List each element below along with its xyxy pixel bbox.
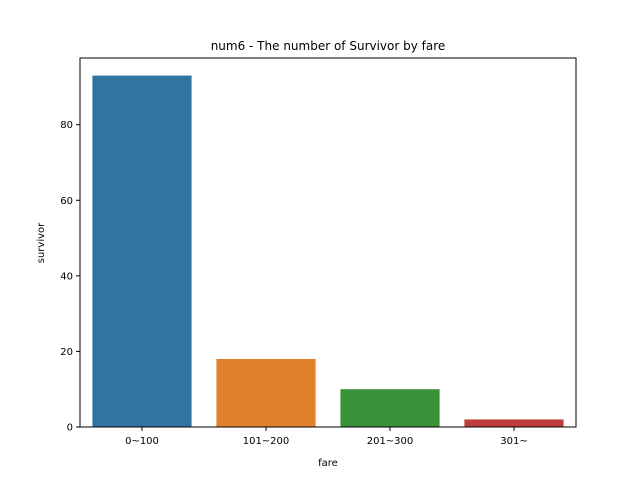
x-tick-label-0: 0~100	[125, 436, 159, 447]
x-tick-label-2: 201~300	[367, 436, 414, 447]
x-tick-label-3: 301~	[500, 436, 527, 447]
plot-area: 0 20 40 60 80 0~100 101~200 201~300 301~	[60, 57, 577, 447]
y-tick-label-3: 60	[60, 196, 73, 207]
y-tick-label-1: 20	[60, 347, 73, 358]
y-axis-label: survivor	[36, 222, 47, 263]
y-tick-label-4: 80	[60, 120, 73, 131]
bar-0	[92, 75, 192, 428]
y-tick-label-0: 0	[67, 423, 73, 434]
bar-1	[216, 358, 316, 427]
y-tick-label-2: 40	[60, 271, 73, 282]
x-tick-label-1: 101~200	[243, 436, 290, 447]
bar-2	[340, 389, 440, 427]
x-axis-label: fare	[318, 458, 338, 469]
bar-3	[464, 419, 564, 427]
chart-title: num6 - The number of Survivor by fare	[211, 39, 446, 53]
axes-frame	[79, 57, 577, 428]
